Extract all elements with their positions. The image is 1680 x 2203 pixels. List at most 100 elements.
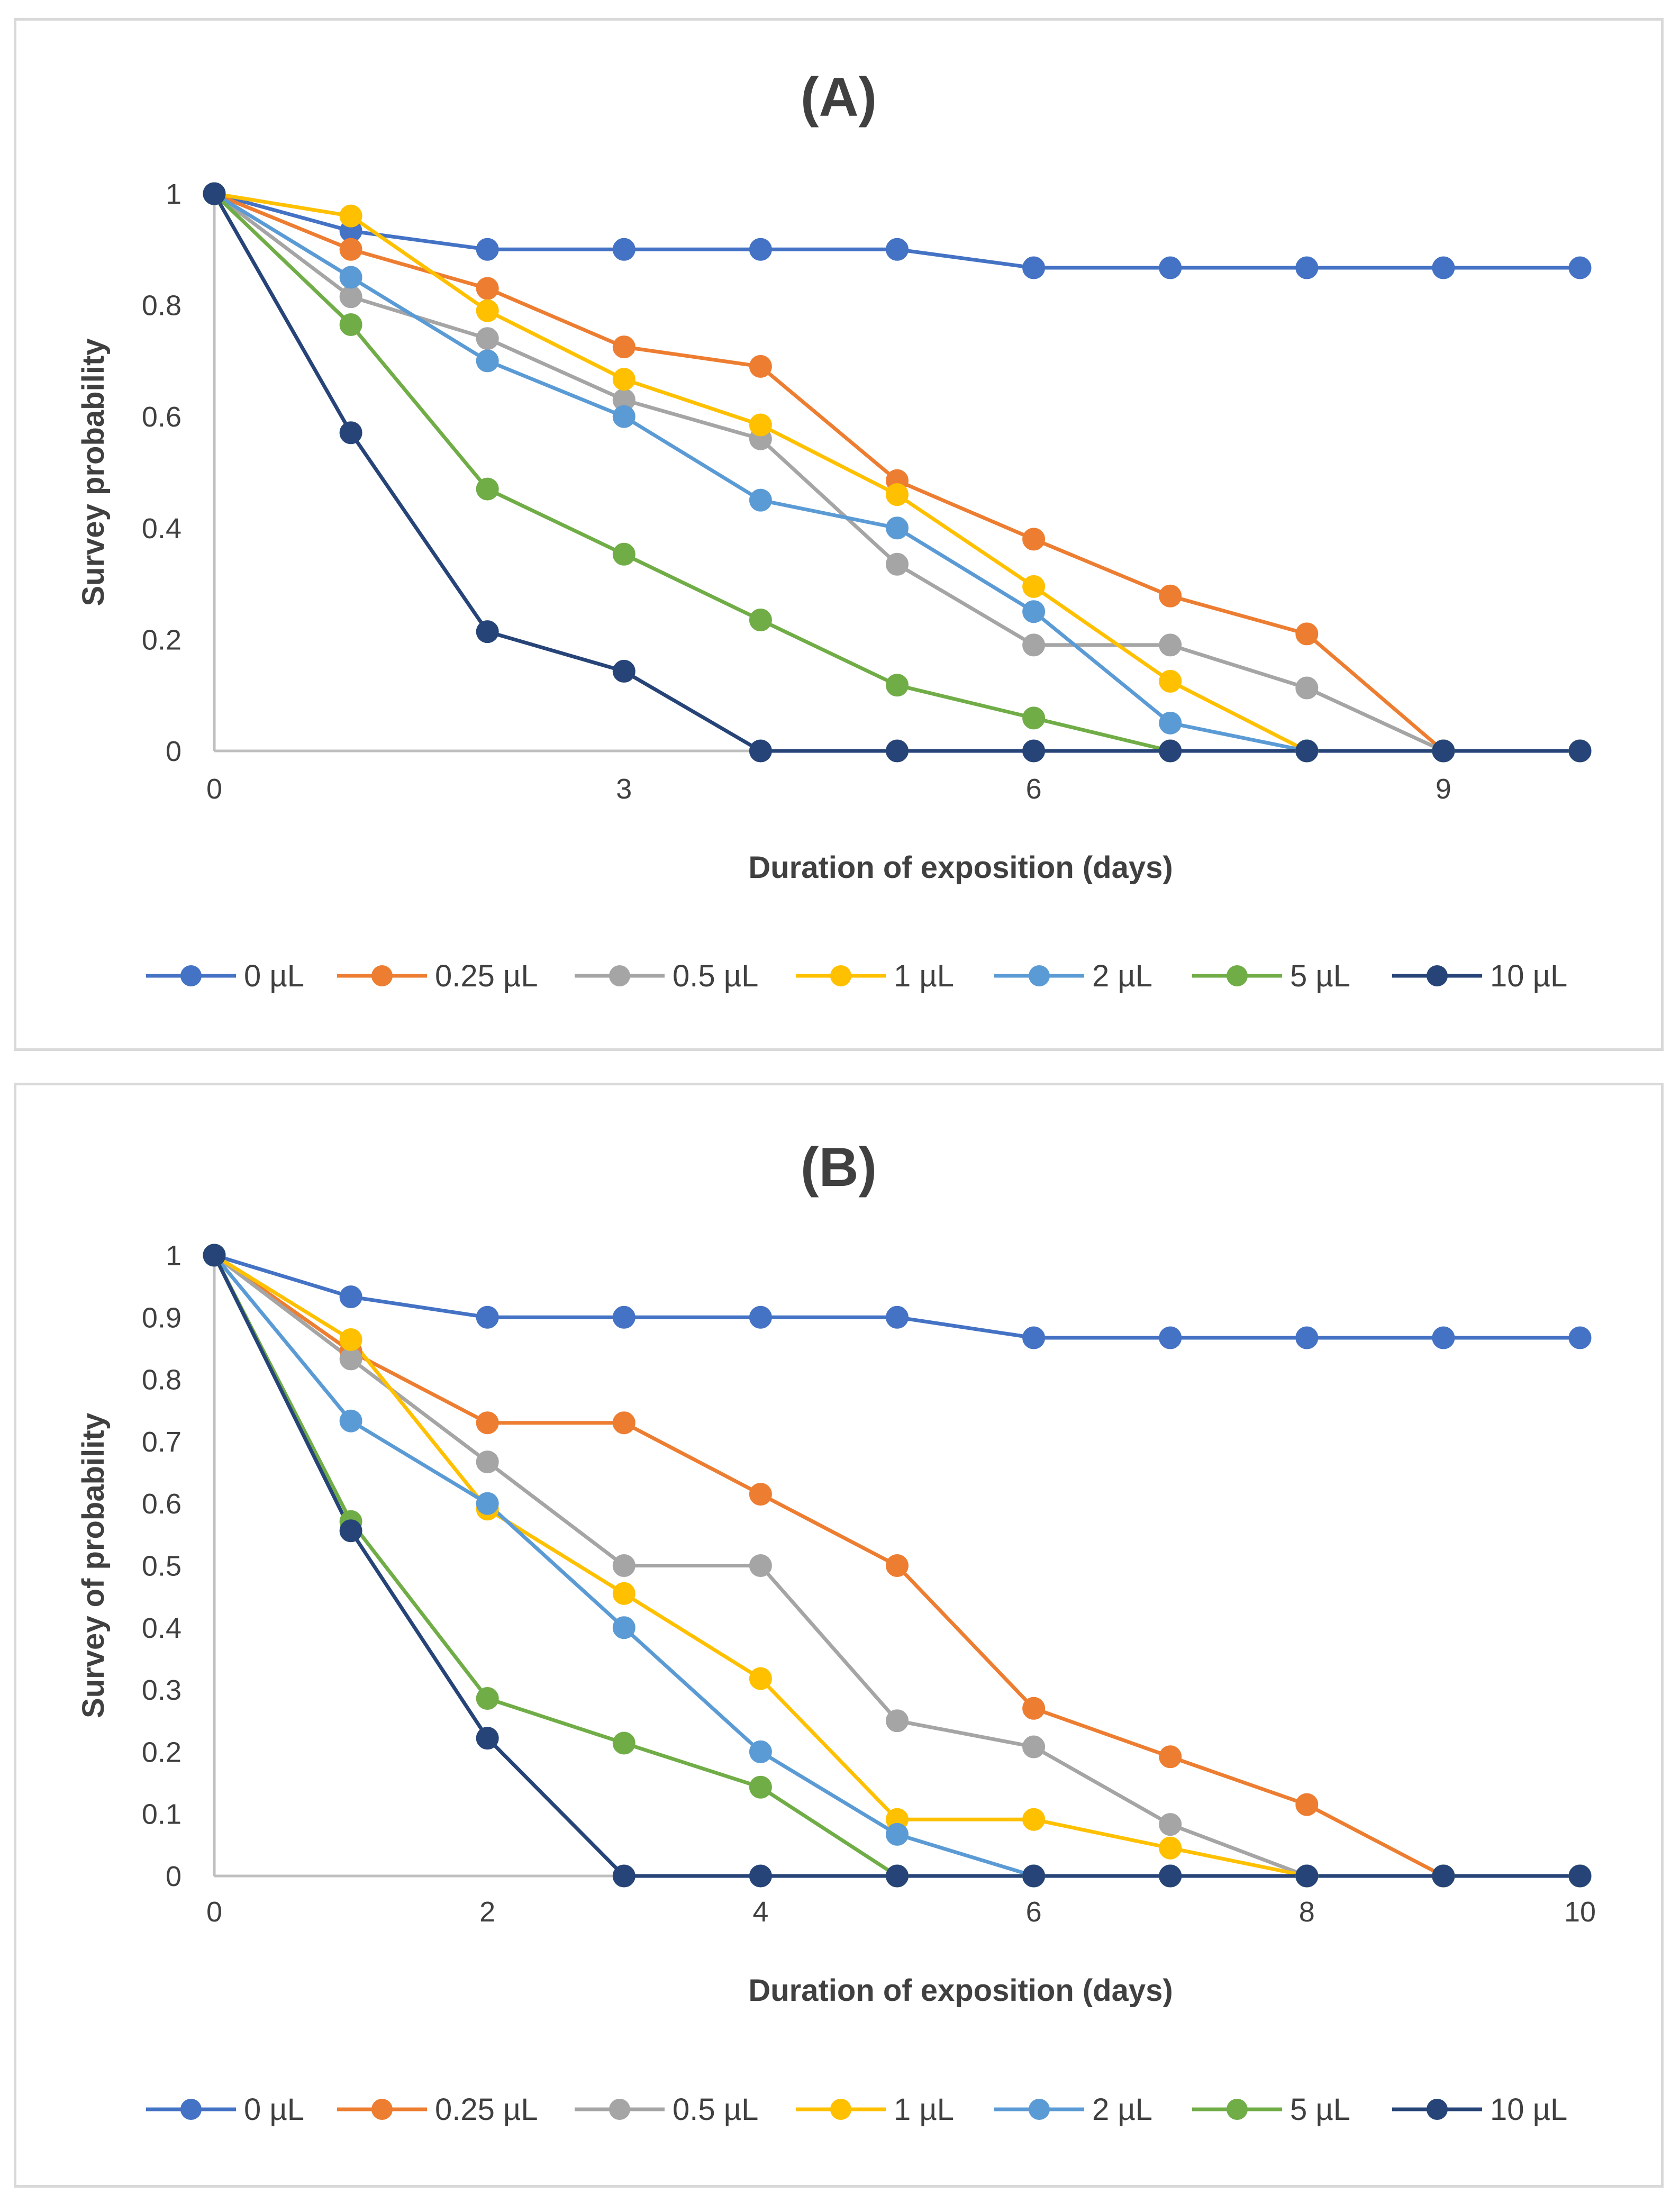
chart-b-series-0-point	[1022, 1326, 1046, 1349]
chart-a-legend-label-6: 10 µL	[1490, 959, 1567, 993]
chart-a-ytick-label: 0.2	[142, 624, 181, 656]
chart-a-series-6-point	[612, 659, 635, 683]
chart-a-legend-label-5: 5 µL	[1290, 959, 1350, 993]
chart-a-series-1-point	[1295, 622, 1319, 646]
chart-a-ytick-label: 0	[166, 736, 181, 767]
chart-b-series-5-point	[612, 1731, 635, 1755]
chart-b-series-4-point	[612, 1616, 635, 1639]
chart-a-series-0-point	[749, 238, 772, 261]
chart-a-xtick-label: 0	[206, 773, 222, 805]
chart-b-xtick-label: 6	[1026, 1896, 1042, 1928]
chart-b-series-3-point	[749, 1667, 772, 1690]
chart-a-series-5-point	[1022, 706, 1046, 730]
chart-b-ytick-label: 0.6	[142, 1488, 181, 1520]
chart-a-legend: 0 µL 0.25 µL 0.5 µL 1 µL 2 µL 5 µL 10 µL	[146, 959, 1567, 993]
chart-b-series-6-point	[476, 1727, 499, 1750]
chart-b-series-2-point	[886, 1709, 909, 1733]
chart-a-series-3-point	[1159, 669, 1182, 693]
chart-a-series-3-point	[476, 299, 499, 322]
chart-a-ytick-label: 0.8	[142, 290, 181, 322]
chart-b-ytick-label: 0.1	[142, 1799, 181, 1830]
chart-a-series-1-point	[612, 336, 635, 359]
chart-b-x-axis-title: Duration of exposition (days)	[748, 1973, 1173, 2008]
chart-b-series-6-point	[1159, 1864, 1182, 1888]
chart-panel-b: (B) 0 0.1 0.2 0.3 0.4 0.5 0.6 0.7 0.8 0.9 1 0 2 4 6 8 10 D…	[14, 1083, 1664, 2188]
chart-a-series-2-point	[339, 285, 362, 309]
chart-b-ytick-label: 0.7	[142, 1426, 181, 1458]
chart-a-legend-marker-5	[1227, 965, 1248, 986]
chart-b-legend: 0 µL 0.25 µL 0.5 µL 1 µL 2 µL 5 µL 10 µL	[146, 2092, 1567, 2127]
chart-a-series-2-point	[476, 327, 499, 350]
chart-b-series-6-point	[1568, 1864, 1592, 1888]
chart-b-series-1-point	[749, 1483, 772, 1506]
chart-a-series-6-point	[749, 739, 772, 763]
chart-a-legend-marker-0	[180, 965, 202, 986]
chart-b-legend-label-1: 0.25 µL	[435, 2092, 538, 2127]
chart-a-ytick-label: 1	[166, 178, 181, 210]
chart-b-ytick-label: 0.4	[142, 1612, 181, 1644]
chart-b-legend-label-0: 0 µL	[244, 2092, 304, 2127]
chart-a-series-5-point	[339, 313, 362, 336]
chart-b-series-3-point	[612, 1582, 635, 1605]
chart-b-series-2-point	[612, 1554, 635, 1577]
chart-a-series-1-point	[1159, 584, 1182, 608]
chart-b-series-4-point	[339, 1409, 362, 1433]
chart-b-series-5-point	[749, 1775, 772, 1799]
chart-b-legend-marker-1	[371, 2099, 393, 2120]
chart-a-series-6-point	[1432, 739, 1455, 763]
chart-b-ytick-label: 0	[166, 1861, 181, 1892]
chart-b-series-0-point	[1159, 1326, 1182, 1349]
chart-a-series-6-point	[886, 739, 909, 763]
chart-a-series-4-point	[749, 488, 772, 512]
chart-b-xtick-label: 10	[1564, 1896, 1596, 1928]
chart-b-series-6-point	[203, 1244, 226, 1267]
chart-a-series-2-point	[886, 552, 909, 576]
chart-b-ytick-label: 0.5	[142, 1551, 181, 1582]
chart-b-series-2-point	[339, 1347, 362, 1371]
chart-a-series-2-point	[1295, 676, 1319, 700]
chart-a-series-6-point	[1159, 739, 1182, 763]
chart-a-legend-label-3: 1 µL	[894, 959, 954, 993]
chart-b-series-2-point	[1022, 1735, 1046, 1758]
chart-b-legend-marker-5	[1227, 2099, 1248, 2120]
chart-b-series-6-point	[339, 1519, 362, 1543]
chart-b-series-4-point	[476, 1492, 499, 1515]
chart-b-series-6-point	[1295, 1864, 1319, 1888]
chart-b-xtick-label: 0	[206, 1896, 222, 1928]
chart-b-legend-label-3: 1 µL	[894, 2092, 954, 2127]
chart-b-series-2-point	[749, 1554, 772, 1577]
chart-b-series-6-point	[1022, 1864, 1046, 1888]
chart-a-series-5-point	[476, 477, 499, 501]
chart-a-series-0-point	[1022, 256, 1046, 279]
chart-a-title: (A)	[801, 67, 877, 128]
chart-a-series-0-point	[1568, 256, 1592, 279]
chart-b-series-0-point	[612, 1306, 635, 1329]
chart-a-xtick-label: 9	[1436, 773, 1451, 805]
chart-b-title: (B)	[801, 1137, 877, 1198]
chart-a-series-4-point	[476, 349, 499, 373]
chart-a-series-6-point	[1295, 739, 1319, 763]
chart-b-ytick-label: 0.8	[142, 1364, 181, 1396]
chart-b-series-1-point	[1295, 1793, 1319, 1816]
chart-a-series-5-point	[749, 609, 772, 632]
chart-b-legend-label-5: 5 µL	[1290, 2092, 1350, 2127]
chart-a-series-6-point	[1568, 739, 1592, 763]
chart-b-series-1-point	[612, 1411, 635, 1435]
chart-a-series-0-point	[886, 238, 909, 261]
chart-a-ytick-label: 0.4	[142, 513, 181, 545]
chart-a-legend-marker-6	[1427, 965, 1448, 986]
chart-a-series-4-point	[612, 405, 635, 428]
chart-panel-a: (A) 0 0.2 0.4 0.6 0.8 1 0 3 6 9 Duration of exposit…	[14, 18, 1664, 1051]
chart-b-legend-label-2: 0.5 µL	[673, 2092, 758, 2127]
chart-a-series-1-point	[1022, 528, 1046, 551]
chart-a-series-0-point	[1295, 256, 1319, 279]
chart-b-series-2-point	[476, 1450, 499, 1474]
chart-b-series-6-point	[1432, 1864, 1455, 1888]
chart-a-series-4-point	[1022, 600, 1046, 623]
chart-b-legend-marker-6	[1427, 2099, 1448, 2120]
chart-b-legend-marker-0	[180, 2099, 202, 2120]
chart-b-series-6-point	[749, 1864, 772, 1888]
chart-a-legend-label-1: 0.25 µL	[435, 959, 538, 993]
chart-b-series-3-point	[339, 1328, 362, 1352]
chart-a-series-2-point	[1022, 633, 1046, 657]
